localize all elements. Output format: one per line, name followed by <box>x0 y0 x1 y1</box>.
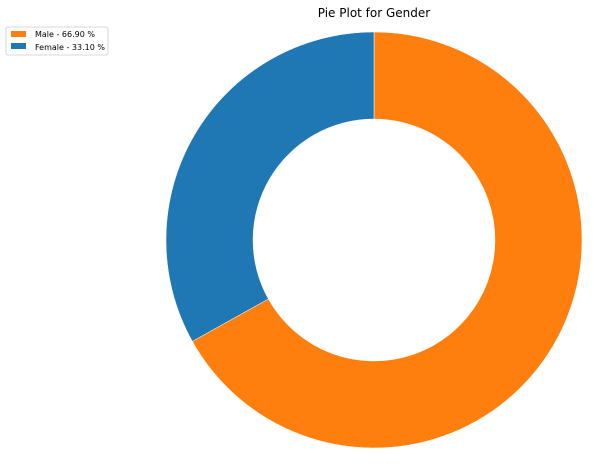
legend-label-female: Female - 33.10 % <box>35 43 105 52</box>
legend-swatch-male <box>11 31 26 37</box>
pie-slice-male <box>192 31 583 449</box>
legend-frame <box>5 26 109 56</box>
pie-slice-female <box>165 31 375 342</box>
chart-title: Pie Plot for Gender <box>318 6 431 20</box>
legend-label-male: Male - 66.90 % <box>35 30 95 39</box>
legend: Male - 66.90 % Female - 33.10 % <box>5 26 109 56</box>
legend-swatch-female <box>11 43 26 49</box>
pie-slices <box>165 31 583 449</box>
